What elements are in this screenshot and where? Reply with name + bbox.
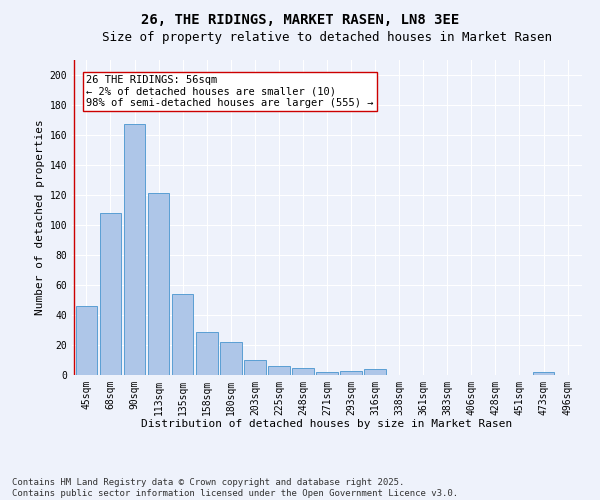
Y-axis label: Number of detached properties: Number of detached properties bbox=[35, 120, 46, 316]
Bar bbox=[148, 194, 169, 375]
Bar bbox=[124, 124, 145, 375]
Bar bbox=[172, 294, 193, 375]
Bar bbox=[244, 360, 266, 375]
Bar bbox=[316, 372, 338, 375]
Bar bbox=[220, 342, 242, 375]
Bar bbox=[76, 306, 97, 375]
Bar bbox=[340, 370, 362, 375]
Bar bbox=[268, 366, 290, 375]
Bar bbox=[364, 369, 386, 375]
Title: Size of property relative to detached houses in Market Rasen: Size of property relative to detached ho… bbox=[102, 30, 552, 44]
Bar bbox=[100, 213, 121, 375]
Bar bbox=[292, 368, 314, 375]
Bar bbox=[533, 372, 554, 375]
Text: 26 THE RIDINGS: 56sqm
← 2% of detached houses are smaller (10)
98% of semi-detac: 26 THE RIDINGS: 56sqm ← 2% of detached h… bbox=[86, 75, 374, 108]
Bar bbox=[196, 332, 218, 375]
Text: 26, THE RIDINGS, MARKET RASEN, LN8 3EE: 26, THE RIDINGS, MARKET RASEN, LN8 3EE bbox=[141, 12, 459, 26]
X-axis label: Distribution of detached houses by size in Market Rasen: Distribution of detached houses by size … bbox=[142, 420, 512, 430]
Text: Contains HM Land Registry data © Crown copyright and database right 2025.
Contai: Contains HM Land Registry data © Crown c… bbox=[12, 478, 458, 498]
